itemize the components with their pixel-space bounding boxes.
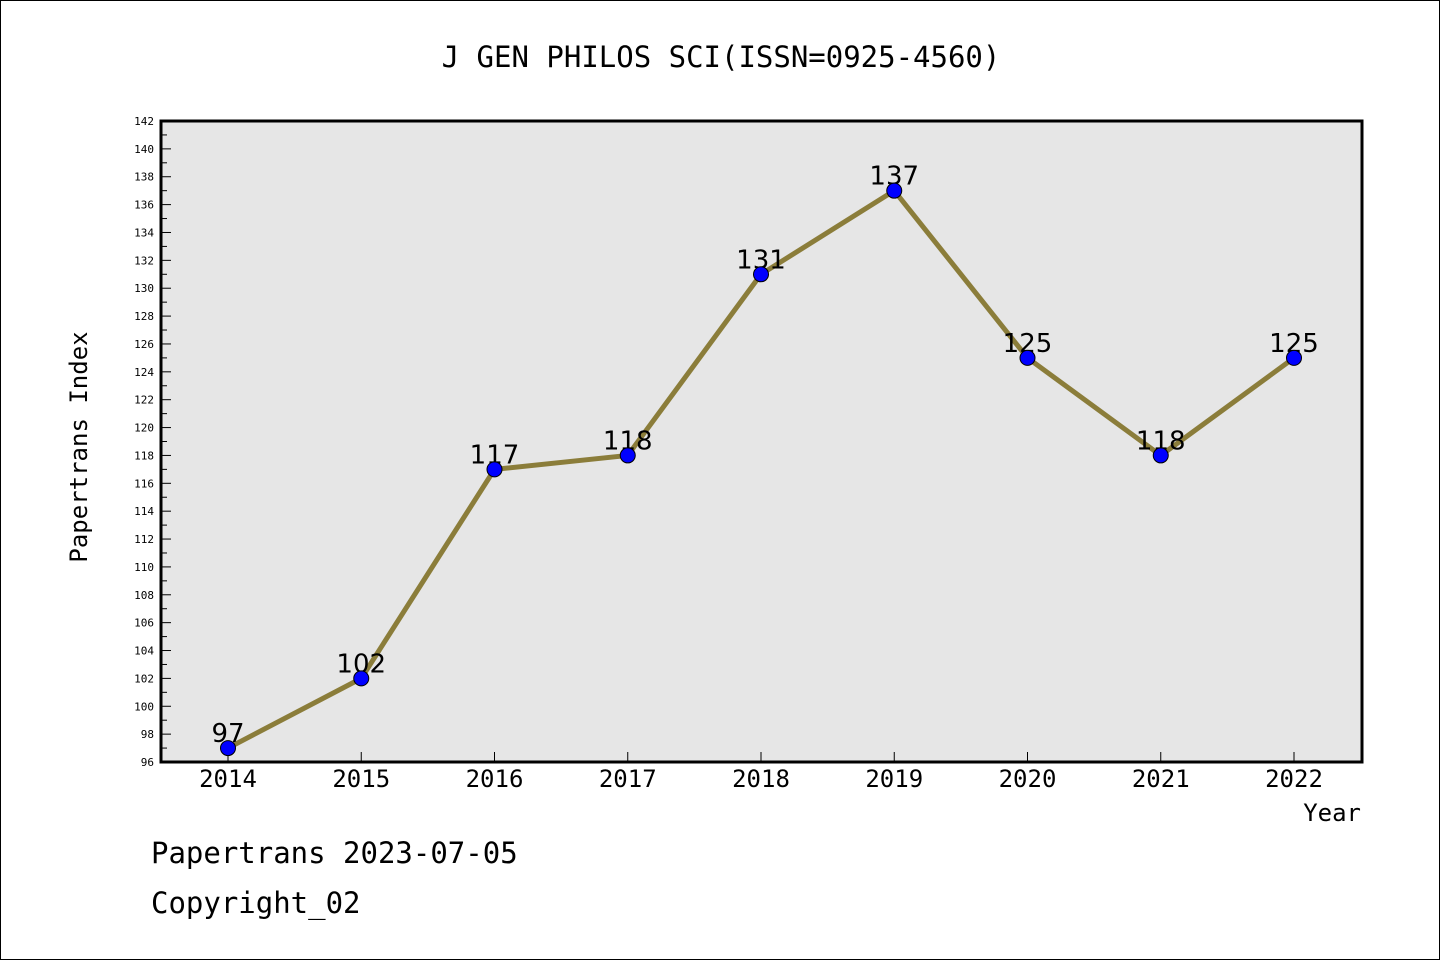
data-point — [619, 447, 636, 464]
y-tick-label: 132 — [134, 254, 154, 267]
x-tick-label: 2015 — [332, 765, 390, 793]
y-axis: 96 98 100 102 104 106 108 110 112 114 116 118 120 122… — [134, 115, 171, 769]
y-tick-label: 116 — [134, 477, 154, 490]
x-tick-label: 2017 — [599, 765, 657, 793]
y-tick-label: 96 — [141, 756, 154, 769]
x-tick-label: 2018 — [732, 765, 790, 793]
y-tick-label: 136 — [134, 199, 154, 212]
y-tick-label: 100 — [134, 700, 154, 713]
x-tick-label: 2016 — [466, 765, 524, 793]
data-markers — [220, 182, 1302, 757]
data-point — [753, 266, 769, 283]
y-tick-label: 124 — [134, 366, 154, 379]
y-tick-label: 142 — [134, 115, 154, 128]
data-point — [486, 461, 503, 478]
y-tick-label: 110 — [134, 561, 154, 574]
data-point — [353, 670, 370, 687]
y-tick-label: 102 — [134, 672, 154, 685]
y-tick-label: 134 — [134, 226, 154, 239]
y-tick-label: 140 — [134, 143, 154, 156]
data-point — [886, 182, 903, 199]
y-tick-label: 120 — [134, 422, 154, 435]
y-tick-label: 126 — [134, 338, 154, 351]
data-point — [1286, 349, 1302, 366]
data-point — [1152, 447, 1169, 464]
x-tick-label: 2022 — [1265, 765, 1323, 793]
y-tick-label: 98 — [141, 728, 154, 741]
y-tick-label: 114 — [134, 505, 154, 518]
y-tick-label: 106 — [134, 617, 154, 630]
y-tick-label: 108 — [134, 589, 154, 602]
x-tick-label: 2014 — [199, 765, 257, 793]
y-tick-label: 128 — [134, 310, 154, 323]
y-tick-label: 104 — [134, 645, 154, 658]
footer-date: Papertrans 2023-07-05 — [151, 836, 518, 870]
plot-area — [161, 121, 1362, 762]
footer-copyright: Copyright_02 — [151, 886, 361, 920]
y-axis-label: Papertrans Index — [65, 331, 93, 562]
x-tick-label: 2020 — [999, 765, 1057, 793]
x-tick-label: 2019 — [865, 765, 923, 793]
x-tick-label: 2021 — [1132, 765, 1190, 793]
x-axis-label: Year — [1303, 799, 1361, 827]
y-tick-label: 130 — [134, 282, 154, 295]
data-point — [1019, 349, 1036, 366]
y-tick-label: 112 — [134, 533, 154, 546]
y-tick-label: 138 — [134, 171, 154, 184]
data-point — [220, 740, 236, 757]
plot-border — [159, 119, 1364, 764]
x-axis: 2014 2015 2016 2017 2018 2019 2020 2021 2022 — [199, 752, 1323, 793]
y-tick-label: 118 — [134, 449, 154, 462]
chart-title: J GEN PHILOS SCI(ISSN=0925-4560) — [442, 40, 1001, 74]
y-tick-label: 122 — [134, 394, 154, 407]
